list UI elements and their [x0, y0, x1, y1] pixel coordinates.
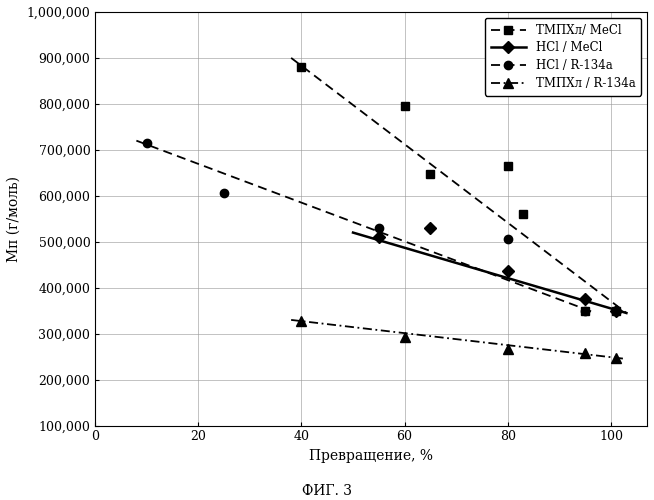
X-axis label: Превращение, %: Превращение, %	[309, 449, 433, 463]
Y-axis label: Мп (г/моль): Мп (г/моль)	[7, 176, 21, 262]
Text: ФИГ. 3: ФИГ. 3	[302, 484, 352, 498]
Legend: ТМПХл/ MeCl, HCl / MeCl, HCl / R-134a, ТМПХл / R-134a: ТМПХл/ MeCl, HCl / MeCl, HCl / R-134a, Т…	[485, 18, 641, 96]
